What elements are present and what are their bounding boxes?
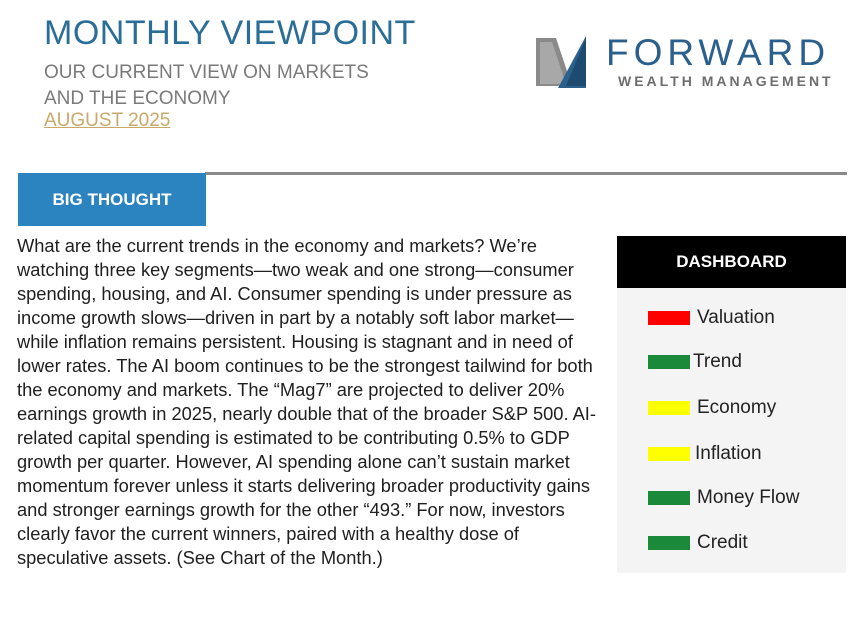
dashboard-item-valuation: Valuation [648, 305, 775, 331]
section-tab-big-thought: BIG THOUGHT [18, 173, 206, 226]
dashboard-item-money-flow: Money Flow [648, 485, 799, 511]
dashboard-item-label: Economy [697, 397, 777, 418]
status-swatch [648, 536, 690, 550]
dashboard-item-label: Credit [697, 532, 748, 553]
dashboard-item-label: Valuation [697, 307, 775, 328]
subtitle-line-2: AND THE ECONOMY [44, 88, 231, 109]
section-divider [205, 172, 847, 175]
logo-wordmark: FORWARD [606, 32, 831, 73]
dashboard-title: DASHBOARD [617, 236, 846, 288]
page-subtitle: OUR CURRENT VIEW ON MARKETS AND THE ECON… [44, 60, 464, 112]
issue-date-link[interactable]: AUGUST 2025 [44, 110, 171, 131]
dashboard-item-credit: Credit [648, 530, 748, 556]
status-swatch [648, 491, 690, 505]
status-swatch [648, 447, 690, 461]
status-swatch [648, 311, 690, 325]
forward-mark-icon [536, 36, 586, 88]
dashboard-item-label: Inflation [695, 443, 762, 464]
dashboard-item-label: Trend [693, 351, 742, 372]
dashboard-item-inflation: Inflation [648, 441, 762, 467]
status-swatch [648, 401, 690, 415]
company-logo: FORWARD WEALTH MANAGEMENT [536, 32, 851, 92]
dashboard-panel: DASHBOARD Valuation Trend Economy Inflat… [617, 236, 846, 573]
logo-tagline: WEALTH MANAGEMENT [618, 73, 834, 89]
big-thought-paragraph: What are the current trends in the econo… [17, 235, 596, 568]
subtitle-line-1: OUR CURRENT VIEW ON MARKETS [44, 62, 369, 83]
status-swatch [648, 355, 690, 369]
dashboard-item-economy: Economy [648, 395, 776, 421]
page-title: MONTHLY VIEWPOINT [44, 14, 416, 52]
dashboard-item-trend: Trend [648, 349, 742, 375]
dashboard-item-label: Money Flow [697, 487, 800, 508]
